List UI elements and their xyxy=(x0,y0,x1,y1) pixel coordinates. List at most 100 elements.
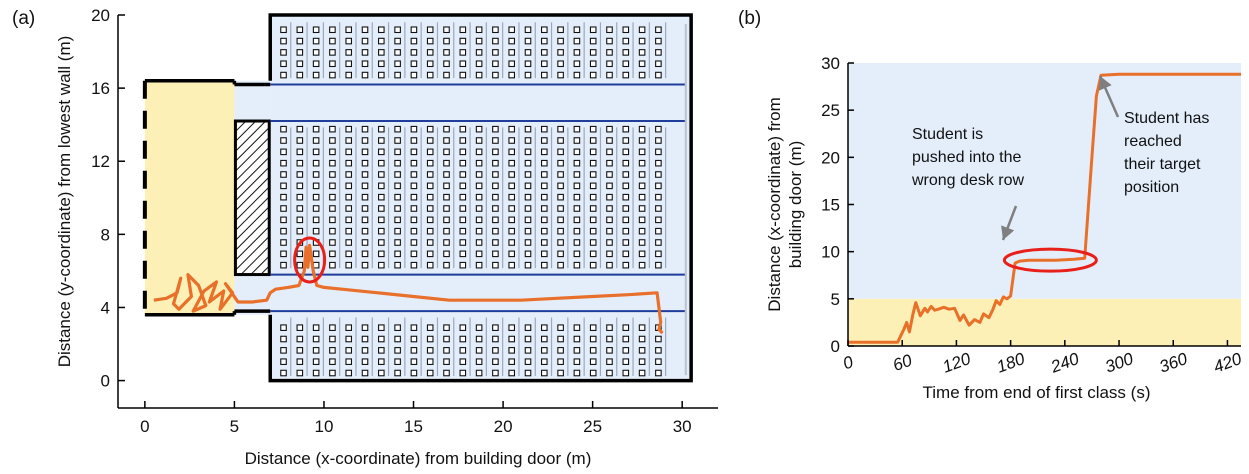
seat xyxy=(361,205,369,212)
seat xyxy=(394,26,401,34)
seat xyxy=(606,37,613,45)
seat xyxy=(394,369,401,377)
seat xyxy=(329,216,336,224)
seat xyxy=(541,26,548,34)
seat xyxy=(378,60,385,68)
seat xyxy=(475,205,483,212)
x-tick-label: 420 xyxy=(1211,349,1245,377)
seat xyxy=(329,137,336,144)
seat xyxy=(345,205,353,212)
seat xyxy=(541,335,548,343)
seat xyxy=(394,205,401,212)
seat xyxy=(312,159,320,167)
x-tick-label: 60 xyxy=(890,350,915,375)
seat xyxy=(345,49,353,56)
seat xyxy=(312,148,320,156)
seat xyxy=(638,335,646,343)
seat xyxy=(622,37,630,45)
seat xyxy=(329,159,336,167)
seat xyxy=(508,358,516,365)
seat xyxy=(394,250,401,258)
seat xyxy=(541,239,548,246)
seat xyxy=(622,182,630,190)
seat xyxy=(378,324,385,331)
seat xyxy=(638,239,646,246)
annotation-line: reached xyxy=(1124,133,1182,150)
seat xyxy=(589,26,597,34)
highlight-ellipse-b xyxy=(1002,247,1098,273)
seat xyxy=(475,324,483,331)
seat xyxy=(524,159,532,167)
seat xyxy=(345,347,353,354)
seat xyxy=(492,193,499,201)
seat xyxy=(329,37,336,45)
seat xyxy=(589,358,597,365)
seat xyxy=(345,159,353,167)
seat xyxy=(280,347,287,354)
seat xyxy=(557,261,564,269)
seat xyxy=(280,205,287,212)
seat xyxy=(524,137,532,144)
seat xyxy=(345,137,353,144)
seat xyxy=(345,26,353,34)
seat xyxy=(589,71,597,79)
seat xyxy=(394,159,401,167)
seat xyxy=(475,347,483,354)
annotation-line: their target xyxy=(1124,156,1201,173)
y-tick-label: 30 xyxy=(821,54,840,73)
annotation-line: Student is xyxy=(912,126,983,143)
seat xyxy=(557,148,564,156)
seat xyxy=(296,125,304,133)
seat xyxy=(524,60,532,68)
seat xyxy=(573,182,581,190)
seat xyxy=(280,71,287,79)
seat xyxy=(589,216,597,224)
y-tick-label: 16 xyxy=(91,79,110,98)
seat xyxy=(410,71,418,79)
seat xyxy=(345,193,353,201)
seat xyxy=(475,37,483,45)
seat xyxy=(492,125,499,133)
seat xyxy=(573,49,581,56)
seat xyxy=(312,227,320,235)
seat xyxy=(655,49,662,56)
seat xyxy=(606,347,613,354)
seat xyxy=(459,49,467,56)
seat xyxy=(508,227,516,235)
panel-a-y-axis-label: Distance (y-coordinate) from lowest wall… xyxy=(55,36,74,368)
seat xyxy=(573,193,581,201)
seat xyxy=(410,324,418,331)
seat xyxy=(524,250,532,258)
seat xyxy=(329,358,336,365)
seat xyxy=(589,193,597,201)
seat xyxy=(459,216,467,224)
seat xyxy=(541,358,548,365)
seat xyxy=(410,347,418,354)
desk-grid xyxy=(280,22,667,377)
seat xyxy=(394,347,401,354)
y-tick-label: 10 xyxy=(821,243,840,262)
seat xyxy=(508,193,516,201)
x-tick-label: 240 xyxy=(1047,349,1082,377)
seat xyxy=(524,37,532,45)
seat xyxy=(345,216,353,224)
seat xyxy=(655,26,662,34)
y-tick-label: 15 xyxy=(821,196,840,215)
seat xyxy=(329,324,336,331)
seat xyxy=(492,335,499,343)
seat xyxy=(508,60,516,68)
seat xyxy=(622,369,630,377)
x-tick-label: 300 xyxy=(1103,349,1137,377)
seat xyxy=(475,216,483,224)
seat xyxy=(345,182,353,190)
seat xyxy=(312,347,320,354)
seat xyxy=(622,324,630,331)
seat xyxy=(378,182,385,190)
seat xyxy=(655,159,662,167)
seat xyxy=(541,148,548,156)
seat xyxy=(541,37,548,45)
seat xyxy=(312,205,320,212)
seat xyxy=(589,137,597,144)
seat xyxy=(492,250,499,258)
seat xyxy=(492,71,499,79)
